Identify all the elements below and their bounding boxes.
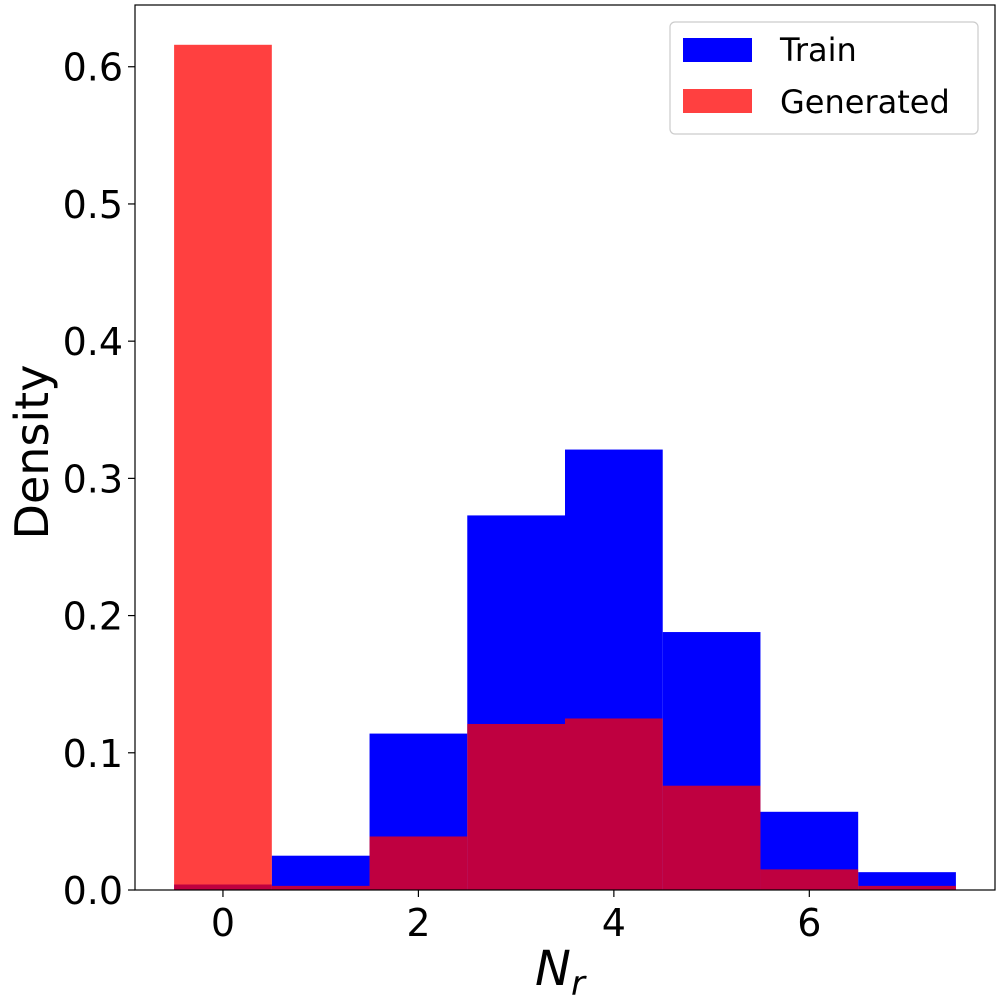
bar-generated-1 [271,885,370,890]
bar-generated-6 [760,869,859,890]
y-tick-label: 0.0 [63,869,123,913]
legend: Train Generated [669,21,979,135]
y-tick-label: 0.5 [63,183,123,227]
x-tick-label: 0 [211,901,235,945]
bar-generated-7 [858,885,956,890]
y-tick-label: 0.2 [63,595,123,639]
x-axis-title-subscript: r [571,964,587,1000]
y-tick-label: 0.3 [63,457,123,501]
plot-frame [134,4,996,891]
bar-generated-2 [369,836,468,890]
bar-train-7 [858,872,956,890]
y-tick-label: 0.4 [63,320,123,364]
x-tick-label: 6 [797,901,821,945]
bar-generated-0 [174,44,272,890]
y-tick-label: 0.6 [63,46,123,90]
bar-generated-3 [467,723,565,890]
bar-train-1 [271,855,370,890]
x-axis-title-main: N [535,941,571,997]
x-tick-label: 4 [602,901,626,945]
legend-label-generated: Generated [780,83,950,121]
legend-swatch-generated [683,89,752,113]
y-tick-label: 0.1 [63,732,123,776]
legend-swatch-train [683,38,752,62]
bars-layer [174,44,956,890]
bar-generated-4 [565,718,663,890]
ticks-layer: 0 2 4 6 0.0 0.1 0.2 0.3 0.4 0.5 0.6 [63,46,822,945]
legend-label-train: Train [779,31,857,69]
y-axis-title: Density [5,365,59,540]
bar-generated-5 [662,785,761,890]
x-tick-label: 2 [406,901,430,945]
x-axis-title: Nr [535,941,587,1000]
